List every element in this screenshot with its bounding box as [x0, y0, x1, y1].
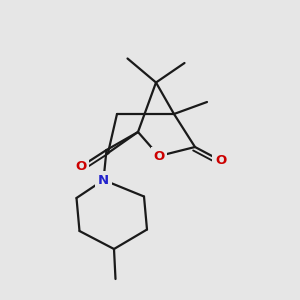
Text: O: O [153, 149, 165, 163]
Text: N: N [98, 173, 109, 187]
Text: O: O [215, 154, 226, 167]
Text: O: O [75, 160, 87, 173]
